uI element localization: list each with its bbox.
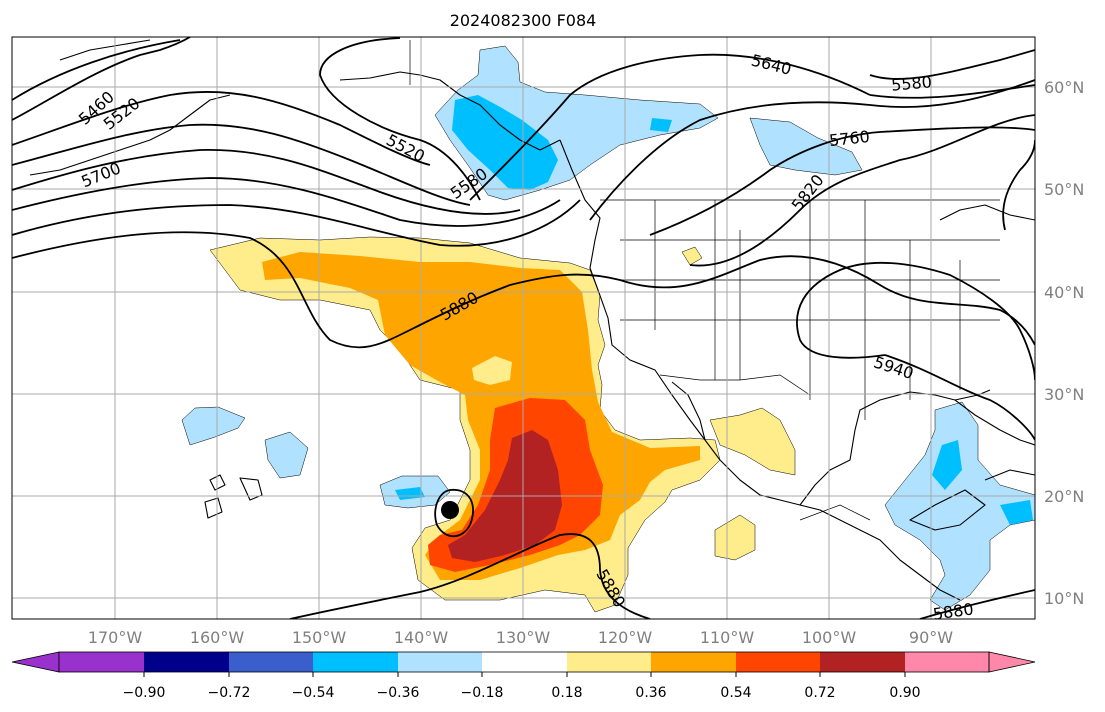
contour-line [12, 149, 521, 215]
colorbar-segment [482, 652, 567, 672]
storm-center-marker [441, 501, 459, 519]
lat-label: 10°N [1044, 589, 1084, 608]
contour-label: 5880 [932, 599, 975, 623]
light-blue-canada [749, 117, 863, 176]
colorbar-low-extension [11, 651, 60, 673]
colorbar-tick-label: −0.90 [123, 685, 166, 701]
positive-anomaly-fields [209, 236, 796, 613]
contour-line [689, 114, 1035, 267]
borders [409, 40, 1000, 521]
colorbar-segment [820, 652, 905, 672]
lat-label: 30°N [1044, 385, 1084, 404]
colorbar-segment [567, 652, 651, 672]
colorbar-tick-label: 0.72 [804, 685, 835, 701]
contour-line [12, 199, 581, 247]
contour-line [1002, 139, 1035, 231]
lat-label: 60°N [1044, 78, 1084, 97]
light-blue-gulf [884, 401, 1035, 611]
latitude-labels: 60°N 50°N 40°N 30°N 20°N 10°N [1044, 78, 1084, 608]
longitude-labels: 170°W 160°W 150°W 140°W 130°W 120°W 110°… [88, 628, 953, 647]
colorbar-tick-label: 0.90 [889, 685, 920, 701]
map-area: 5460 5520 5700 5520 5580 5640 5580 5760 … [12, 37, 1035, 623]
blue-gulf [932, 440, 962, 490]
lat-label: 40°N [1044, 283, 1084, 302]
coastlines [29, 39, 1035, 601]
contour-line [869, 84, 1035, 99]
map-frame [11, 36, 1036, 620]
lon-label: 130°W [496, 628, 551, 647]
colorbar-segment [651, 652, 736, 672]
colorbar-ticks [143, 672, 906, 677]
contour-line [869, 49, 1035, 80]
contour-line [12, 39, 181, 101]
yellow-hole [472, 356, 512, 385]
lon-label: 160°W [190, 628, 245, 647]
height-contours [12, 37, 1035, 619]
contour-line [434, 489, 474, 538]
colorbar-tick-label: −0.36 [377, 685, 420, 701]
yellow-patch-idaho [681, 246, 703, 266]
lat-label: 20°N [1044, 487, 1084, 506]
lon-label: 140°W [394, 628, 449, 647]
contour-line [12, 123, 471, 206]
contour-line [649, 126, 1035, 236]
colorbar-segment [905, 652, 989, 672]
lon-label: 150°W [292, 628, 347, 647]
colorbar-tick-label: −0.72 [208, 685, 251, 701]
map-title: 2024082300 F084 [450, 11, 597, 30]
contour-line [589, 79, 1035, 221]
colorbar-segment [736, 652, 820, 672]
colorbar: −0.90 −0.72 −0.54 −0.36 −0.18 0.18 0.36 … [11, 651, 1036, 701]
lon-label: 170°W [88, 628, 143, 647]
graticule [12, 37, 1035, 619]
lon-label: 100°W [802, 628, 857, 647]
colorbar-segment [398, 652, 482, 672]
contour-line [919, 589, 1035, 619]
contour-line [796, 261, 1035, 441]
lat-label: 50°N [1044, 180, 1084, 199]
yellow-patch-offshore [714, 514, 756, 561]
contour-line [12, 177, 561, 227]
blue-offshore-small [395, 487, 425, 500]
contour-line [289, 533, 651, 619]
contour-line [12, 231, 1035, 349]
colorbar-tick-label: 0.36 [635, 685, 666, 701]
light-blue-hawaii-east [264, 431, 309, 479]
colorbar-tick-label: −0.54 [292, 685, 335, 701]
colorbar-segment [144, 652, 229, 672]
contour-labels: 5460 5520 5700 5520 5580 5640 5580 5760 … [75, 51, 975, 623]
contour-label: 5760 [828, 127, 870, 150]
contour-line [12, 37, 191, 121]
colorbar-segment [59, 652, 144, 672]
lon-label: 90°W [909, 628, 953, 647]
contour-line [319, 37, 481, 201]
colorbar-tick-label: 0.54 [720, 685, 751, 701]
colorbar-segment [313, 652, 398, 672]
lon-label: 110°W [700, 628, 755, 647]
contour-line [12, 90, 431, 166]
colorbar-high-extension [988, 651, 1036, 673]
blue-alaska [452, 95, 558, 190]
colorbar-tick-label: −0.18 [461, 685, 504, 701]
colorbar-tick-label: 0.18 [551, 685, 582, 701]
yellow-patch-mexico [709, 407, 796, 476]
contour-label: 5580 [890, 72, 932, 94]
blue-caribbean [1000, 500, 1033, 525]
blue-small-patch [650, 118, 672, 132]
colorbar-segment [229, 652, 313, 672]
lon-label: 120°W [598, 628, 653, 647]
negative-anomaly-fields [181, 45, 1035, 611]
contour-line [469, 53, 871, 201]
light-blue-hawaii-north [181, 406, 246, 446]
